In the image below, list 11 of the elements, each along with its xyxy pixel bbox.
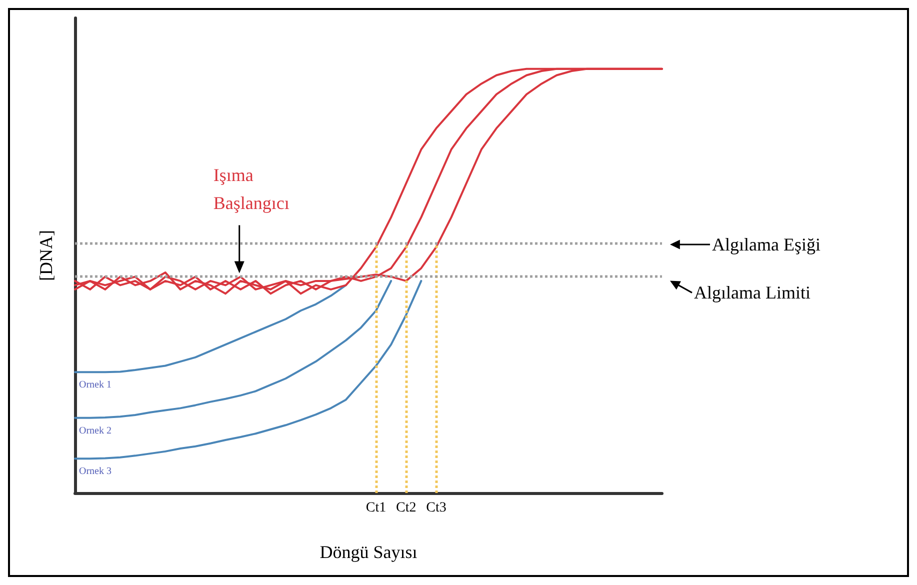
ref-line-label: Algılama Limiti [694,282,810,303]
x-axis-title: Döngü Sayısı [320,542,418,562]
x-tick-label: Ct1 [366,500,386,516]
ref-line-label: Algılama Eşiği [712,234,820,254]
x-tick-label: Ct2 [396,500,416,516]
annotation: Işıma Başlangıcı [213,165,290,214]
series-label: Ornek 3 [79,466,112,478]
series-label: Ornek 1 [79,380,112,391]
series-label: Ornek 2 [79,425,112,436]
y-axis-title: [DNA] [36,230,56,281]
x-tick-label: Ct3 [426,500,446,516]
